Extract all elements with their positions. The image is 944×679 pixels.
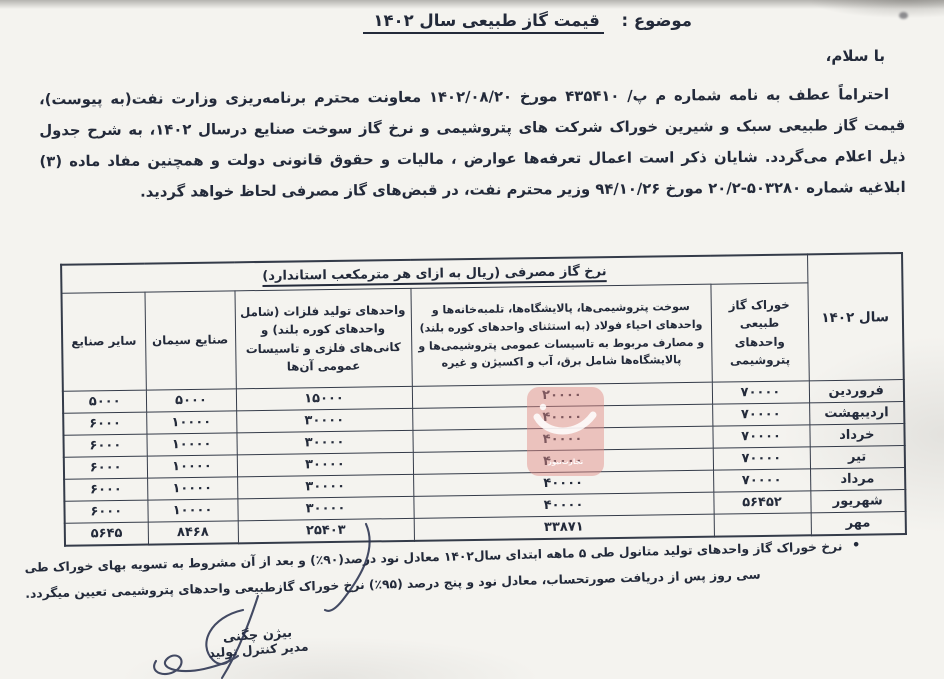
- value-cell: ۵۶۴۵۲: [713, 490, 811, 515]
- value-cell: ۶۰۰۰: [64, 500, 148, 524]
- subject-value: قیمت گاز طبیعی سال ۱۴۰۲: [363, 11, 604, 34]
- month-cell: مرداد: [810, 467, 906, 491]
- column-header-row: خوراک گاز طبیعی واحدهای پتروشیمی سوخت پتر…: [61, 282, 903, 392]
- column-header: خوراک گاز طبیعی واحدهای پتروشیمی: [710, 282, 809, 383]
- column-header: سوخت پتروشیمی‌ها، پالایشگاه‌ها، تلمبه‌خا…: [410, 284, 712, 387]
- value-cell: ۳۰۰۰۰: [236, 408, 413, 433]
- scan-artifact: [899, 12, 908, 19]
- value-cell: ۷۰۰۰۰: [712, 446, 811, 471]
- value-cell: ۱۰۰۰۰: [146, 454, 238, 479]
- gas-price-table: سال ۱۴۰۲ نرخ گاز مصرفی (ریال به ازای هر …: [60, 252, 907, 547]
- value-cell: ۷۰۰۰۰: [711, 380, 810, 405]
- value-cell: ۵۰۰۰: [62, 390, 147, 414]
- body-paragraph: احتراماً عطف به نامه شماره م پ/ ۴۳۵۴۱۰ م…: [39, 86, 906, 201]
- value-cell: ۱۰۰۰۰: [146, 432, 237, 457]
- tejaratnews-watermark: تجارت‌نیوز: [527, 387, 604, 476]
- month-cell: فروردین: [808, 379, 905, 403]
- value-cell: ۳۰۰۰۰: [237, 474, 414, 499]
- value-cell: ۱۰۰۰۰: [147, 498, 238, 523]
- watermark-text: تجارت‌نیوز: [547, 458, 584, 466]
- column-header: صنایع سیمان: [144, 290, 236, 391]
- value-cell: ۶۰۰۰: [63, 456, 148, 480]
- table-body: فروردین ۷۰۰۰۰ ۲۰۰۰۰ ۱۵۰۰۰ ۵۰۰۰ ۵۰۰۰ اردیبهشت ۷۰…: [62, 379, 906, 546]
- month-cell: تیر: [809, 445, 906, 469]
- year-header-cell: سال ۱۴۰۲: [807, 253, 904, 381]
- value-cell: ۵۰۰۰: [145, 388, 237, 413]
- value-cell: ۷۰۰۰۰: [712, 424, 810, 449]
- value-cell: ۶۰۰۰: [63, 434, 147, 458]
- gas-price-table-wrap: سال ۱۴۰۲ نرخ گاز مصرفی (ریال به ازای هر …: [60, 252, 907, 547]
- value-cell: ۶۰۰۰: [63, 412, 147, 436]
- value-cell: ۸۴۶۸: [147, 520, 239, 545]
- value-cell: [713, 512, 811, 537]
- subject-separator: [604, 11, 622, 30]
- bullet-icon: •: [851, 537, 861, 554]
- value-cell: ۲۵۴۰۳: [237, 518, 414, 544]
- value-cell: ۱۰۰۰۰: [146, 410, 237, 435]
- month-cell: شهریور: [810, 489, 906, 513]
- signature-block: بیژن چگنی مدیر کنترل تولید: [205, 624, 311, 661]
- month-cell: خرداد: [809, 423, 905, 447]
- value-cell: ۷۰۰۰۰: [713, 468, 811, 493]
- value-cell: ۶۰۰۰: [64, 478, 148, 502]
- watermark-swoosh-icon: [533, 403, 597, 435]
- column-header: سایر صنایع: [61, 292, 146, 392]
- column-header: واحدهای تولید فلزات (شامل واحدهای کوره ب…: [234, 288, 412, 389]
- subject-label: موضوع :: [621, 11, 692, 30]
- month-cell: اردیبهشت: [809, 401, 905, 425]
- greeting: با سلام،: [825, 47, 885, 65]
- month-cell: مهر: [810, 511, 906, 536]
- subject-line: موضوع : قیمت گاز طبیعی سال ۱۴۰۲: [363, 11, 692, 34]
- value-cell: ۷۰۰۰۰: [712, 402, 810, 427]
- value-cell: ۵۶۴۵: [64, 522, 149, 546]
- value-cell: ۱۰۰۰۰: [147, 476, 238, 501]
- value-cell: ۳۰۰۰۰: [237, 496, 414, 521]
- value-cell: ۳۰۰۰۰: [236, 452, 414, 477]
- footnote-text: نرخ خوراک گاز واحدهای تولید متانول طی ۵ …: [24, 539, 843, 601]
- value-cell: ۱۵۰۰۰: [235, 386, 413, 411]
- value-cell: ۳۳۸۷۱: [413, 514, 714, 541]
- value-cell: ۳۰۰۰۰: [236, 430, 413, 455]
